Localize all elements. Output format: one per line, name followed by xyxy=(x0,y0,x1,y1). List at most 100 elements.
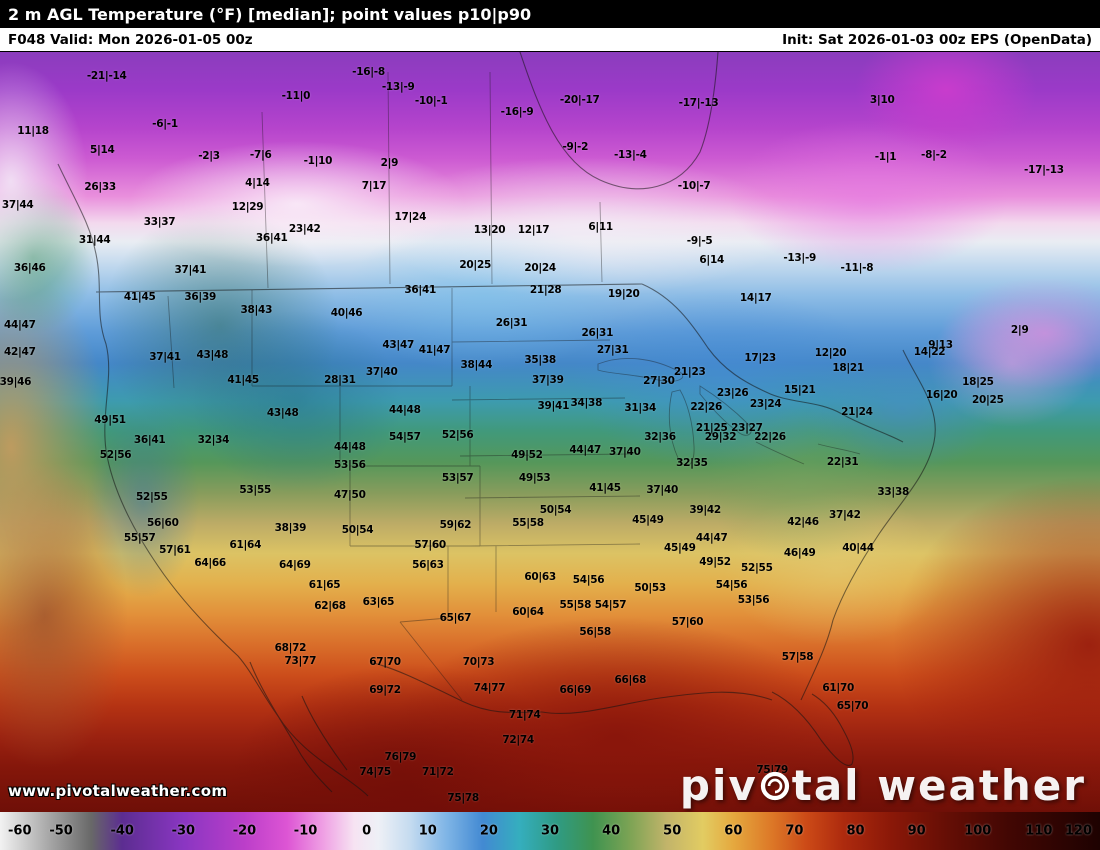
point-value: 57|58 xyxy=(781,650,814,663)
point-value: 42|46 xyxy=(787,515,819,528)
point-value: 23|42 xyxy=(288,223,321,236)
point-value: 66|68 xyxy=(614,673,647,686)
point-value: 19|20 xyxy=(607,287,640,300)
point-value: 22|26 xyxy=(754,431,786,444)
point-value: 49|53 xyxy=(518,472,551,485)
point-value: 2|9 xyxy=(380,156,399,169)
point-value: 56|58 xyxy=(579,625,611,638)
point-value: 17|24 xyxy=(394,210,427,223)
temperature-raster xyxy=(0,52,1100,812)
point-value: -7|6 xyxy=(249,149,272,162)
point-value: 60|64 xyxy=(512,606,544,619)
point-value: 12|17 xyxy=(517,223,550,236)
point-value: 16|20 xyxy=(925,388,958,401)
point-value: 41|45 xyxy=(123,290,156,303)
point-value: 62|68 xyxy=(314,600,346,613)
point-value: 56|63 xyxy=(412,559,444,571)
point-value: 37|40 xyxy=(365,365,398,378)
point-value: -11|0 xyxy=(281,90,311,103)
point-value: 21|23 xyxy=(673,365,706,378)
point-value: 36|46 xyxy=(13,261,46,274)
point-value: 64|69 xyxy=(279,559,311,571)
point-value: 38|39 xyxy=(274,521,307,534)
point-value: 37|42 xyxy=(829,508,861,521)
map-borders xyxy=(57,52,936,797)
point-value: 39|42 xyxy=(689,504,721,517)
point-value: 23|27 xyxy=(731,422,763,435)
point-value: 72|74 xyxy=(502,733,534,746)
point-value: 18|25 xyxy=(962,375,994,388)
point-value: 44|48 xyxy=(389,403,421,416)
point-value: 44|47 xyxy=(695,531,728,544)
point-value: 40|46 xyxy=(330,306,363,319)
point-value: 47|50 xyxy=(334,489,366,502)
point-value: 60|63 xyxy=(524,571,556,584)
valid-time-label: F048 Valid: Mon 2026-01-05 00z xyxy=(8,31,253,48)
colorbar-tick: 40 xyxy=(602,823,621,839)
colorbar-tick: 100 xyxy=(964,823,992,839)
point-value: 37|41 xyxy=(174,264,207,277)
point-value: 17|23 xyxy=(744,352,776,365)
point-value: 54|56 xyxy=(715,578,748,591)
point-value: 36|41 xyxy=(133,434,166,447)
point-value: 53|56 xyxy=(737,593,770,606)
colorbar-tick: -10 xyxy=(293,823,318,839)
point-value: 52|55 xyxy=(741,562,773,575)
colorbar-tick: -60 xyxy=(8,823,32,839)
point-value: 5|14 xyxy=(90,144,115,157)
colorbar-tick: 110 xyxy=(1025,823,1053,839)
point-value: -1|1 xyxy=(874,150,897,163)
point-value: 61|70 xyxy=(822,682,854,695)
point-value: -9|-5 xyxy=(686,235,713,248)
point-value: 22|31 xyxy=(826,455,859,468)
point-value: 37|39 xyxy=(532,374,564,387)
point-value: 21|28 xyxy=(529,283,562,296)
atlantic-coastline xyxy=(800,349,936,701)
point-value: 49|52 xyxy=(511,448,543,461)
point-value: 74|77 xyxy=(473,682,506,695)
point-value: 26|31 xyxy=(495,317,528,330)
point-value: 33|37 xyxy=(143,216,176,229)
point-value: 21|25 xyxy=(695,422,728,435)
point-value: -10|-7 xyxy=(677,179,711,192)
point-value: 50|53 xyxy=(634,581,666,594)
point-value: -13|-9 xyxy=(381,80,415,93)
point-value: 22|26 xyxy=(690,400,722,413)
point-value: 50|54 xyxy=(341,524,374,537)
point-value: 37|40 xyxy=(646,483,678,496)
point-value: 12|29 xyxy=(231,201,264,214)
colorbar-tick: 120 xyxy=(1064,823,1092,839)
point-value: -17|-13 xyxy=(678,96,719,109)
point-value: 49|52 xyxy=(699,555,731,568)
point-value: 64|66 xyxy=(194,556,226,569)
point-value: 34|38 xyxy=(570,397,603,410)
point-value: 57|61 xyxy=(159,543,191,556)
point-value: 44|48 xyxy=(334,441,366,454)
point-value: 59|62 xyxy=(439,518,472,531)
point-value: -10|-1 xyxy=(414,94,448,107)
point-value: 36|39 xyxy=(184,290,216,303)
point-value: 73|77 xyxy=(284,654,317,667)
point-value: 53|55 xyxy=(239,483,271,496)
point-value: 21|24 xyxy=(841,406,873,419)
state-borders xyxy=(167,288,641,701)
point-value: 71|74 xyxy=(508,708,541,721)
point-value: -21|-14 xyxy=(86,70,127,83)
baja-coastline xyxy=(249,661,333,793)
point-value: 53|56 xyxy=(334,458,366,471)
point-value: 46|49 xyxy=(783,546,816,559)
page-title: 2 m AGL Temperature (°F) [median]; point… xyxy=(8,4,532,24)
point-value: 42|47 xyxy=(4,346,36,359)
init-time-label: Init: Sat 2026-01-03 00z EPS (OpenData) xyxy=(782,31,1092,48)
point-value: 20|25 xyxy=(972,394,1004,407)
point-value: 71|72 xyxy=(422,765,454,778)
colorbar-tick: 0 xyxy=(362,823,372,839)
temperature-map[interactable]: -21|-14 -16|-8 -13|-9 -11|0 -10|-1 -16|-9 -20|… xyxy=(0,52,1100,812)
pacific-coastline xyxy=(57,163,369,797)
us-mexico-border xyxy=(369,661,543,714)
point-value: 54|57 xyxy=(389,431,421,444)
colorbar-tick: 10 xyxy=(418,823,437,839)
point-value: -16|-8 xyxy=(352,65,385,78)
point-value: 39|41 xyxy=(537,400,570,413)
